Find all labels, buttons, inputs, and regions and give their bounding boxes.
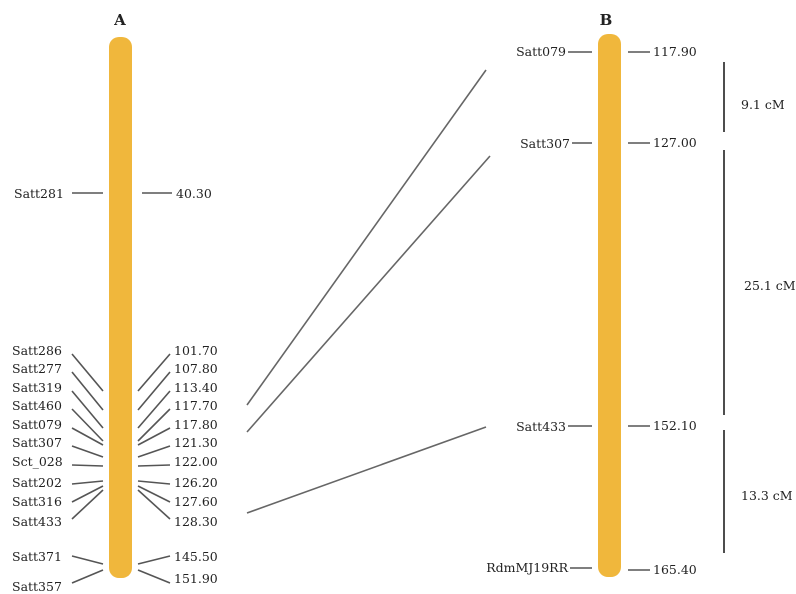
marker-a-name: Satt433	[12, 514, 62, 529]
marker-a-left-tick	[71, 445, 104, 458]
marker-a-name: Satt286	[12, 343, 62, 358]
marker-a-left-tick	[71, 371, 104, 411]
marker-a-position: 122.00	[174, 454, 218, 469]
marker-b-name: Satt307	[520, 136, 570, 151]
marker-a-name: Sct_028	[12, 454, 63, 469]
marker-a-right-tick	[137, 445, 171, 458]
marker-b-position: 165.40	[653, 562, 697, 577]
marker-a-left-tick	[71, 427, 104, 446]
marker-a-right-tick	[137, 353, 171, 392]
interval-label-3: 13.3 cM	[741, 488, 793, 503]
interval-brackets: 9.1 cM 25.1 cM 13.3 cM	[723, 62, 796, 553]
marker-a-left-tick	[71, 353, 104, 392]
marker-a-position: 40.30	[176, 186, 212, 201]
chromosome-b-bar	[598, 34, 621, 577]
marker-a-right-tick	[137, 485, 171, 503]
chromosome-b-title: B	[600, 11, 613, 29]
marker-a-name: Satt281	[14, 186, 64, 201]
marker-b-name: Satt079	[516, 44, 566, 59]
marker-a-name: Satt079	[12, 417, 62, 432]
interval-label-1: 9.1 cM	[741, 97, 785, 112]
marker-a-name: Satt319	[12, 380, 62, 395]
marker-b-position: 152.10	[653, 418, 697, 433]
marker-a-name: Satt307	[12, 435, 62, 450]
marker-a-name: Satt277	[12, 361, 62, 376]
link-satt307	[246, 155, 491, 433]
marker-a-right-tick	[137, 464, 171, 467]
marker-a-position: 117.80	[174, 417, 218, 432]
marker-a-position: 117.70	[174, 398, 218, 413]
marker-a-name: Satt357	[12, 579, 62, 594]
marker-a-position: 101.70	[174, 343, 218, 358]
marker-a-position: 126.20	[174, 475, 218, 490]
chromosome-b: B Satt079 Satt307 Satt433 RdmMJ19RR 117.…	[486, 11, 697, 577]
marker-a-right-tick	[137, 427, 171, 446]
homology-links	[246, 69, 491, 514]
marker-a-right-tick	[137, 569, 171, 584]
marker-a-right-tick	[137, 390, 171, 429]
marker-a-position: 121.30	[174, 435, 218, 450]
marker-a-left-tick	[71, 569, 104, 584]
marker-a-name: Satt371	[12, 549, 62, 564]
marker-a-position: 107.80	[174, 361, 218, 376]
marker-a-name: Satt316	[12, 494, 62, 509]
marker-a-left-tick	[71, 489, 104, 520]
chromosome-a-bar	[109, 37, 132, 578]
marker-a-position: 128.30	[174, 514, 218, 529]
marker-a-name: Satt202	[12, 475, 62, 490]
interval-label-2: 25.1 cM	[744, 278, 796, 293]
marker-b-position: 127.00	[653, 135, 697, 150]
marker-b-position: 117.90	[653, 44, 697, 59]
marker-a-position: 145.50	[174, 549, 218, 564]
marker-a-left-tick	[71, 485, 104, 503]
marker-a-right-tick	[137, 489, 171, 520]
chromosome-a-title: A	[113, 11, 126, 29]
marker-a-left-tick	[71, 408, 104, 442]
link-satt433	[246, 426, 487, 514]
marker-a-position: 151.90	[174, 571, 218, 586]
marker-a-position: 113.40	[174, 380, 218, 395]
marker-a-right-tick	[137, 480, 171, 485]
marker-b-name: Satt433	[516, 419, 566, 434]
marker-a-left-tick	[71, 555, 104, 565]
marker-a-left-tick	[71, 480, 104, 485]
marker-a-right-tick	[137, 371, 171, 411]
marker-a-right-tick	[137, 555, 171, 565]
marker-a-name: Satt460	[12, 398, 62, 413]
marker-b-name: RdmMJ19RR	[486, 560, 568, 575]
marker-a-left-tick	[71, 390, 104, 429]
link-satt079	[246, 69, 487, 406]
marker-a-position: 127.60	[174, 494, 218, 509]
marker-a-right-tick	[137, 408, 171, 442]
marker-a-left-tick	[71, 464, 104, 467]
chromosome-a: A Satt281 Satt286 Satt277 Satt319 Satt46…	[12, 11, 218, 594]
